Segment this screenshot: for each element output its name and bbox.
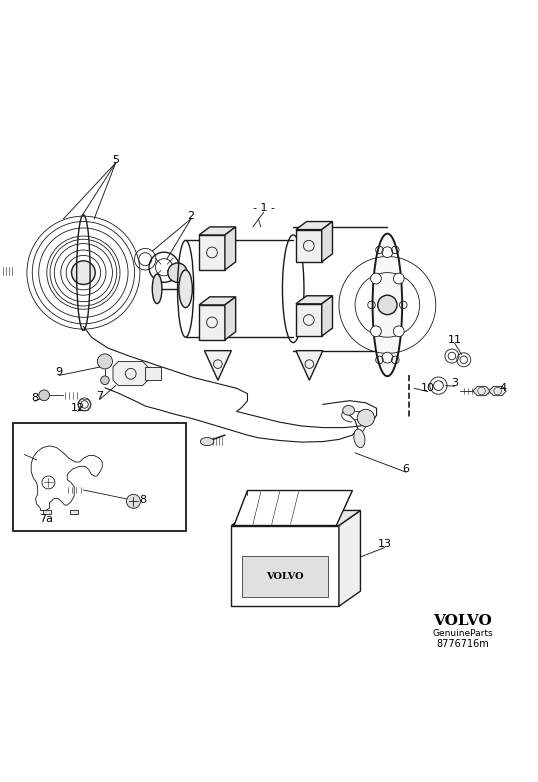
Ellipse shape — [179, 270, 193, 307]
Polygon shape — [339, 511, 360, 606]
Circle shape — [382, 352, 393, 363]
Bar — [13, 423, 186, 531]
Text: 13: 13 — [378, 540, 392, 549]
Circle shape — [382, 247, 393, 257]
Circle shape — [97, 354, 112, 369]
Polygon shape — [296, 230, 322, 262]
Polygon shape — [322, 296, 332, 336]
Polygon shape — [234, 490, 352, 526]
Ellipse shape — [354, 429, 365, 447]
Polygon shape — [296, 304, 322, 336]
Polygon shape — [231, 526, 339, 606]
Text: 8: 8 — [31, 393, 39, 403]
Circle shape — [393, 326, 404, 337]
Polygon shape — [322, 221, 332, 262]
Circle shape — [357, 409, 374, 426]
Polygon shape — [43, 511, 51, 514]
Circle shape — [371, 326, 381, 337]
Circle shape — [378, 296, 397, 314]
Text: 12: 12 — [71, 404, 85, 413]
Circle shape — [126, 494, 140, 508]
Bar — [242, 556, 328, 597]
Polygon shape — [296, 296, 332, 304]
Polygon shape — [199, 227, 236, 235]
Circle shape — [393, 273, 404, 284]
Polygon shape — [199, 297, 236, 305]
Text: GenuineParts: GenuineParts — [433, 629, 493, 637]
Polygon shape — [296, 221, 332, 230]
Text: 7a: 7a — [39, 514, 53, 524]
Text: 4: 4 — [499, 383, 507, 393]
Polygon shape — [225, 227, 236, 270]
Circle shape — [371, 273, 381, 284]
Circle shape — [168, 263, 187, 282]
Text: 6: 6 — [402, 464, 410, 474]
Polygon shape — [199, 235, 225, 270]
Text: 5: 5 — [112, 155, 119, 165]
Text: - 1 -: - 1 - — [253, 203, 274, 213]
Polygon shape — [489, 386, 506, 396]
Ellipse shape — [343, 406, 355, 415]
Text: 11: 11 — [448, 335, 462, 345]
Polygon shape — [204, 350, 231, 380]
Text: 3: 3 — [451, 378, 458, 388]
Text: 10: 10 — [421, 383, 435, 393]
Polygon shape — [145, 367, 161, 380]
Polygon shape — [231, 511, 360, 526]
Text: 7: 7 — [96, 391, 103, 401]
Polygon shape — [225, 297, 236, 340]
Ellipse shape — [200, 438, 214, 446]
Polygon shape — [296, 350, 323, 380]
Text: 9: 9 — [55, 368, 63, 377]
Circle shape — [39, 390, 49, 400]
Text: VOLVO: VOLVO — [433, 615, 492, 628]
Polygon shape — [199, 305, 225, 340]
Polygon shape — [473, 386, 490, 396]
Text: 2: 2 — [187, 211, 195, 221]
Circle shape — [101, 376, 109, 385]
Ellipse shape — [372, 234, 402, 376]
Ellipse shape — [152, 274, 162, 303]
Polygon shape — [70, 511, 78, 514]
Polygon shape — [113, 361, 148, 386]
Text: VOLVO: VOLVO — [266, 572, 304, 581]
Text: 8: 8 — [139, 495, 146, 504]
Text: 8776716m: 8776716m — [436, 639, 489, 649]
Circle shape — [72, 261, 95, 285]
